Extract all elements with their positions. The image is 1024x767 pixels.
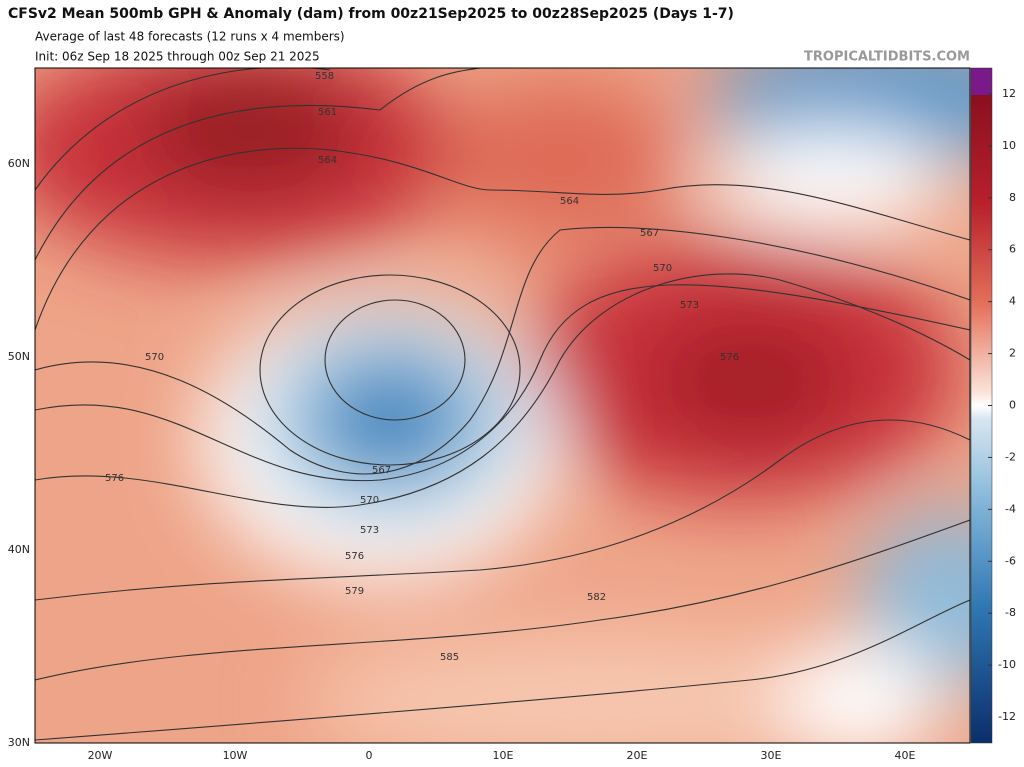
colorbar-label: 4 [1009, 295, 1016, 308]
contour-label: 570 [653, 263, 672, 274]
colorbar-label: 6 [1009, 243, 1016, 256]
lat-labels: 60N 50N 40N 30N [8, 157, 30, 749]
lon-label: 20W [88, 749, 113, 762]
colorbar-label: 0 [1009, 399, 1016, 412]
colorbar-label: -2 [1005, 450, 1016, 463]
colorbar-label: 12 [1002, 87, 1016, 100]
lon-label: 10W [223, 749, 248, 762]
contour-label: 561 [318, 107, 337, 118]
lat-label: 50N [8, 350, 30, 363]
colorbar-label: -8 [1005, 606, 1016, 619]
map [35, 68, 970, 743]
colorbar-label: 10 [1002, 139, 1016, 152]
lon-label: 10E [493, 749, 514, 762]
contour-label: 585 [440, 652, 459, 663]
subtitle: Average of last 48 forecasts (12 runs x … [35, 30, 345, 44]
colorbar-label: -4 [1005, 502, 1016, 515]
contour-label: 576 [105, 473, 124, 484]
colorbar-label: -6 [1005, 554, 1016, 567]
colorbar-label: 2 [1009, 347, 1016, 360]
contour-label: 576 [720, 352, 739, 363]
lat-label: 30N [8, 736, 30, 749]
contour-label: 582 [587, 592, 606, 603]
colorbar-label: -10 [998, 658, 1016, 671]
contour-label: 558 [315, 71, 334, 82]
colorbar-ticks: 12 10 8 6 4 2 0 -2 -4 -6 -8 -10 -12 [988, 87, 1016, 723]
map-frame [34, 67, 971, 744]
contour-label: 567 [372, 465, 391, 476]
contour-label: 564 [318, 155, 337, 166]
watermark: TROPICALTIDBITS.COM [804, 50, 970, 65]
colorbar-label: 8 [1009, 191, 1016, 204]
contour-label: 576 [345, 551, 364, 562]
contour-label: 567 [640, 228, 659, 239]
lon-label: 30E [761, 749, 782, 762]
lon-label: 0 [366, 749, 373, 762]
contour-label: 570 [360, 495, 379, 506]
lon-labels: 20W 10W 0 10E 20E 30E 40E [88, 749, 916, 762]
contour-label: 570 [145, 352, 164, 363]
colorbar-label: -12 [998, 710, 1016, 723]
contour-label: 564 [560, 196, 579, 207]
title: CFSv2 Mean 500mb GPH & Anomaly (dam) fro… [8, 6, 734, 22]
contour-label: 573 [680, 300, 699, 311]
lat-label: 60N [8, 157, 30, 170]
init-line: Init: 06z Sep 18 2025 through 00z Sep 21… [35, 50, 320, 64]
contour-label: 573 [360, 525, 379, 536]
lon-label: 40E [895, 749, 916, 762]
lon-label: 20E [627, 749, 648, 762]
contour-label: 579 [345, 586, 364, 597]
lat-label: 40N [8, 543, 30, 556]
contour-labels: 558 561 564 570 576 567 570 573 576 579 … [105, 71, 739, 663]
